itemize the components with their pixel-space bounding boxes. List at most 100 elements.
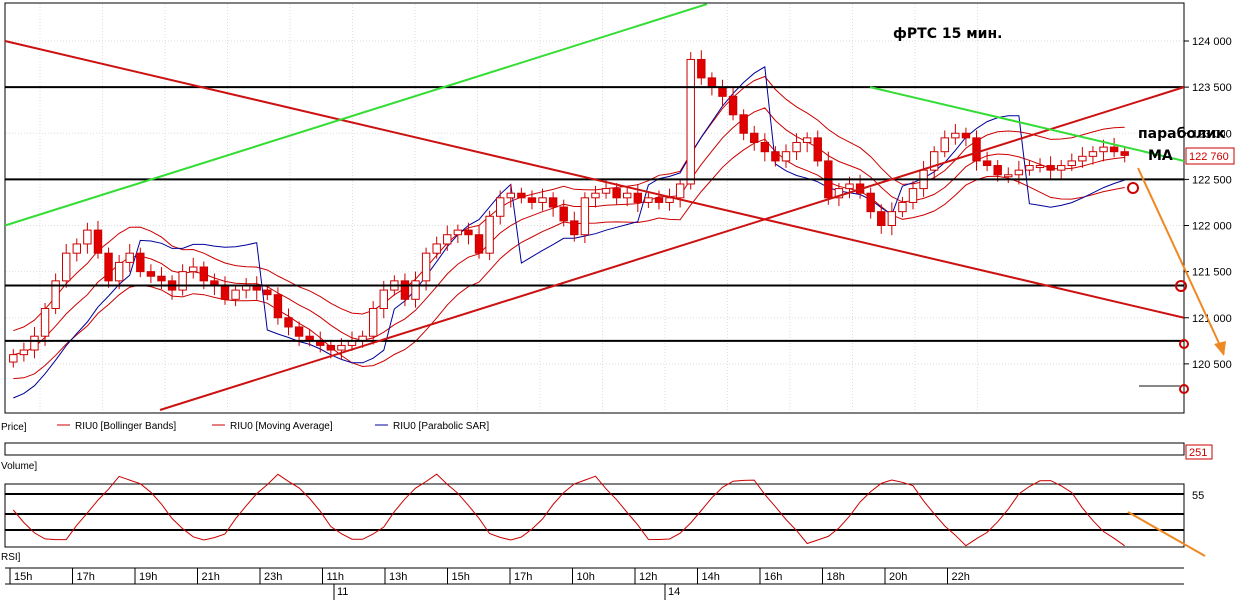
grid-lines xyxy=(6,4,1183,412)
day-tick-label: 14 xyxy=(668,586,680,598)
candle-body xyxy=(644,197,653,203)
candle-body xyxy=(580,197,590,236)
candle-body xyxy=(654,197,664,203)
candle-body xyxy=(146,271,156,277)
volume-panel-frame xyxy=(4,442,1185,456)
candle-body xyxy=(464,229,473,236)
time-tick-label: 17h xyxy=(77,571,95,583)
candle-body xyxy=(601,188,611,194)
candle-body xyxy=(19,349,29,356)
last-price-value: 122 760 xyxy=(1189,151,1229,163)
candle-body xyxy=(887,211,897,227)
candle-body xyxy=(940,137,949,153)
candle-body xyxy=(157,275,166,282)
candle-body xyxy=(929,151,939,171)
candle-body xyxy=(877,211,886,227)
candle-body xyxy=(771,151,780,162)
legend-sar: RIU0 [Parabolic SAR] xyxy=(393,421,489,432)
target-marker-1 xyxy=(1127,182,1139,194)
candle-body xyxy=(961,132,971,139)
candle-body xyxy=(114,261,124,282)
forecast-arrow-price xyxy=(1137,167,1225,355)
candle-body xyxy=(517,192,526,199)
candle-body xyxy=(125,252,134,263)
candle-body xyxy=(9,354,18,363)
candle-body xyxy=(1025,165,1034,171)
time-tick-label: 21h xyxy=(202,571,220,583)
candle-body xyxy=(495,197,505,217)
y-tick-label: 123 500 xyxy=(1192,82,1232,94)
candle-body xyxy=(633,192,643,203)
forecast-annotations xyxy=(1127,167,1226,557)
candle-body xyxy=(1078,155,1087,162)
candle-body xyxy=(675,183,685,199)
candle-body xyxy=(1046,165,1055,171)
bollinger-upper xyxy=(13,75,1125,332)
time-tick-label: 20h xyxy=(889,571,907,583)
candle-body xyxy=(1004,174,1013,178)
candle-body xyxy=(104,252,113,282)
candle-body xyxy=(548,197,558,208)
candle-body xyxy=(337,344,346,351)
candle-body xyxy=(538,197,547,203)
candle-body xyxy=(813,137,822,162)
bollinger-lower xyxy=(13,138,1125,380)
y-tick-label: 122 000 xyxy=(1192,221,1232,233)
candle-body xyxy=(263,289,272,296)
candle-body xyxy=(866,192,875,213)
candle-body xyxy=(136,252,145,273)
volume-value: 251 xyxy=(1189,447,1207,459)
candle-body xyxy=(951,132,960,139)
volume-box xyxy=(1185,444,1213,460)
candle-body xyxy=(178,271,187,291)
y-tick-label: 124 000 xyxy=(1192,36,1232,48)
rsi-panel-label: RSI] xyxy=(1,552,21,563)
candle-body xyxy=(792,141,801,153)
price-panel-label: Price] xyxy=(1,422,27,433)
candle-body xyxy=(432,243,441,254)
candle-body xyxy=(760,141,770,153)
candle-body xyxy=(718,86,727,97)
forecast-arrow-rsi xyxy=(1127,511,1206,557)
candle-body xyxy=(972,137,981,162)
candle-body xyxy=(623,192,632,199)
rsi-panel-frame xyxy=(4,483,1185,548)
target-marker-2 xyxy=(1175,280,1187,292)
price-panel-frame xyxy=(4,2,1185,414)
bollinger-bands xyxy=(13,75,1125,380)
candle-body xyxy=(294,326,304,337)
candle-body xyxy=(781,151,791,162)
y-axis-ticks: 120 500 121 000 121 500 122 000 122 500 123 0… xyxy=(1184,36,1232,371)
candle-body xyxy=(1056,165,1066,171)
annotation-line-1: параболик xyxy=(1138,126,1226,142)
sar-line xyxy=(13,65,1125,399)
candle-body xyxy=(697,58,706,79)
time-tick-label: 18h xyxy=(827,571,845,583)
target-marker-3 xyxy=(1179,339,1189,349)
candle-body xyxy=(220,284,230,300)
rsi-tick-55: 55 xyxy=(1192,490,1204,502)
candle-body xyxy=(908,188,918,203)
time-tick-label: 15h xyxy=(452,571,470,583)
time-axis-ticks: 15h 17h 19h 21h 23h 11h 13h 15h 17h 10h 12h 14h 16h 1… xyxy=(9,568,970,600)
candle-body xyxy=(527,197,537,203)
candle-body xyxy=(40,308,50,337)
candles xyxy=(9,50,1129,368)
candle-body xyxy=(834,188,844,199)
candle-body xyxy=(591,192,600,199)
y-tick-label: 123 000 xyxy=(1192,128,1232,140)
candle-body xyxy=(453,229,463,236)
candle-body xyxy=(400,280,410,300)
time-tick-label: 23h xyxy=(264,571,282,583)
candle-body xyxy=(686,58,695,185)
trend-line-red xyxy=(159,86,1185,411)
candle-body xyxy=(379,289,388,310)
time-tick-label: 11h xyxy=(327,571,345,583)
candle-body xyxy=(368,308,378,337)
candle-body xyxy=(284,317,293,328)
parabolic-sar xyxy=(13,65,1125,399)
volume-panel-label: Volume] xyxy=(1,461,37,472)
legend-bollinger: RIU0 [Bollinger Bands] xyxy=(75,421,176,432)
candle-body xyxy=(707,77,717,88)
